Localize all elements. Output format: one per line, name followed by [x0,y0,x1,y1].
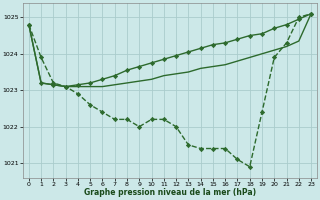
X-axis label: Graphe pression niveau de la mer (hPa): Graphe pression niveau de la mer (hPa) [84,188,256,197]
